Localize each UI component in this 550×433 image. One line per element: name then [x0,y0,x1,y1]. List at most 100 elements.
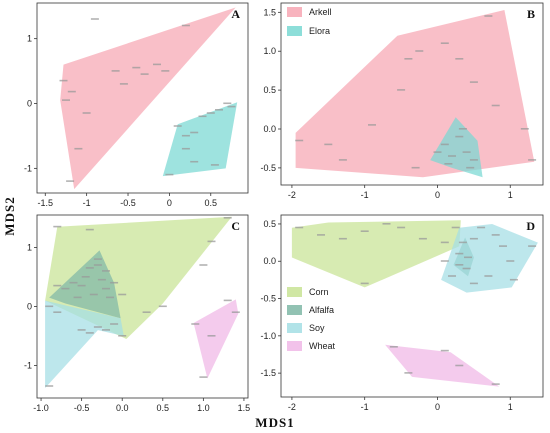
point-d-soy [499,245,507,247]
legend-label-alfalfa: Alfalfa [309,305,334,315]
point-d-alfalfa [455,264,464,266]
point-c-corn [158,305,167,308]
point-a-arkell [153,63,161,66]
point-b-arkell [491,104,500,107]
point-b-arkell [455,58,464,60]
x-tick-label: -1.0 [33,403,49,413]
point-c-corn [199,264,208,266]
point-c-alfalfa [97,278,106,281]
point-d-corn [295,226,304,229]
point-d-soy [484,275,493,277]
point-d-wheat [491,383,500,385]
panel-letter: B [527,7,535,21]
point-d-corn [451,226,460,229]
point-b-elora [469,159,478,161]
point-a-elora [181,147,190,150]
plot-frame-b [280,2,544,186]
point-b-arkell [528,159,537,161]
hull-b-arkell [295,10,535,178]
x-tick-label: -1 [361,190,369,200]
point-a-elora [165,173,174,176]
point-d-soy [469,237,478,240]
point-a-elora [215,109,223,111]
point-a-arkell [62,99,70,101]
point-c-soy [53,311,62,313]
y-tick-label: 0.5 [263,219,276,229]
point-d-corn [397,226,406,229]
point-d-wheat [389,346,398,348]
point-b-arkell [404,58,413,60]
legend-swatch-wheat [287,341,302,351]
point-d-soy [528,245,537,247]
hull-a-elora [162,102,238,177]
point-d-soy [509,278,518,281]
point-b-elora [444,163,453,165]
x-tick-label: 0 [167,198,172,208]
point-a-elora [190,160,199,163]
point-a-elora [198,115,207,118]
point-a-arkell [90,18,99,20]
point-c-corn [53,225,62,228]
legend-label-arkell: Arkell [309,7,332,17]
point-b-arkell [368,124,376,126]
point-a-elora [210,164,219,166]
y-tick-label: 1 [27,242,32,252]
point-c-wheat [223,299,232,302]
point-a-arkell [111,70,120,72]
point-c-soy [102,329,110,331]
point-d-alfalfa [455,252,464,255]
y-tick-label: 1.5 [263,7,276,17]
point-a-arkell [119,83,128,85]
point-a-arkell [59,79,68,82]
point-d-wheat [455,364,464,367]
point-c-alfalfa [106,296,114,299]
point-b-elora [466,166,475,169]
point-d-wheat [404,372,413,374]
point-a-arkell [140,73,149,75]
point-c-wheat [191,323,200,325]
point-c-soy [45,305,54,308]
point-b-arkell [520,128,529,130]
hull-c-wheat [193,299,239,379]
hull-c-alfalfa [49,250,121,319]
legend-swatch-soy [287,323,302,333]
x-tick-label: -2 [288,190,296,200]
point-d-soy [440,260,449,262]
x-tick-label: -1.5 [38,198,54,208]
y-tick-label: 1 [27,34,32,44]
point-b-arkell [415,50,424,52]
point-c-alfalfa [89,293,98,296]
legend-swatch-elora [287,26,302,36]
point-c-alfalfa [69,281,78,284]
point-b-elora [448,155,456,157]
panel-letter: A [231,7,240,21]
point-c-alfalfa [73,296,82,299]
point-c-wheat [207,335,216,337]
point-c-soy [85,332,94,334]
panel-b: -2 -1 0 1 -0.5 0.0 0.5 1.0 1.5 B Arkell Elora [260,2,544,200]
point-b-arkell [338,159,347,161]
x-tick-label: 0 [435,402,440,412]
hull-b-elora [430,117,483,178]
plot-frame-a [36,2,249,194]
panel-a: -1.5 -1 -0.5 0 0.5 -1 0 1 A [24,2,249,208]
point-c-corn [102,270,110,272]
panel-d: -2 -1 0 1 -1.5 -1.0 -0.5 0.0 0.5 D Corn Alfalfa Soy W… [260,214,544,412]
panel-letter: D [526,219,535,233]
point-b-arkell [295,139,304,142]
point-b-arkell [440,42,449,44]
point-c-soy [93,326,102,328]
point-c-alfalfa [53,284,62,287]
point-c-soy [77,329,86,331]
point-b-arkell [484,15,493,17]
point-c-corn [110,281,119,284]
panel-letter: C [231,219,240,233]
point-c-corn [142,311,151,313]
x-tick-label: 1.0 [197,403,210,413]
legend-swatch-arkell [287,7,302,17]
point-d-soy [448,275,456,277]
point-d-soy [491,234,500,236]
y-tick-label: -0.5 [260,294,276,304]
x-tick-label: -0.5 [120,198,136,208]
point-b-elora [462,151,471,153]
